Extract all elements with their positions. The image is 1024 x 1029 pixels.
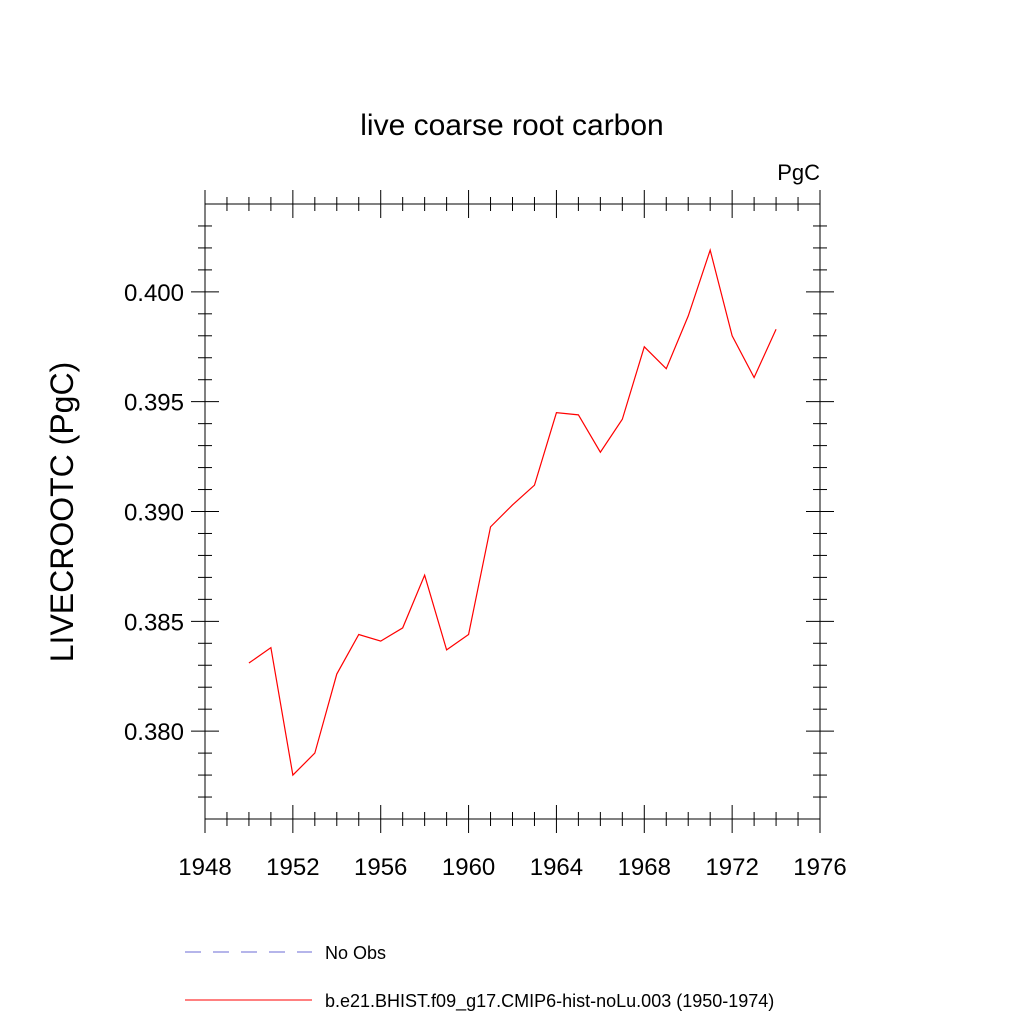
chart-title: live coarse root carbon <box>360 109 664 142</box>
units-label: PgC <box>777 160 820 185</box>
y-tick-label: 0.400 <box>124 280 184 307</box>
y-tick-label: 0.390 <box>124 500 184 527</box>
legend-label: b.e21.BHIST.f09_g17.CMIP6-hist-noLu.003 … <box>325 991 774 1012</box>
plot-frame <box>204 203 821 820</box>
x-tick-label: 1964 <box>530 854 583 881</box>
y-tick-label: 0.380 <box>124 719 184 746</box>
x-tick-label: 1952 <box>266 854 319 881</box>
x-tick-label: 1968 <box>618 854 671 881</box>
x-tick-label: 1976 <box>793 854 846 881</box>
x-tick-label: 1972 <box>705 854 758 881</box>
x-tick-label: 1960 <box>442 854 495 881</box>
legend: No Obs b.e21.BHIST.f09_g17.CMIP6-hist-noL… <box>185 943 774 1012</box>
x-tick-label: 1956 <box>354 854 407 881</box>
series-layer <box>248 248 777 777</box>
y-tick-label: 0.385 <box>124 609 184 636</box>
y-axis-label: LIVECROOTC (PgC) <box>44 362 80 662</box>
ticks-layer: 1948 1952 1956 1960 1964 1968 1972 1976 0.380 0.3… <box>124 190 847 881</box>
y-tick-label: 0.395 <box>124 390 184 417</box>
series-line <box>248 248 777 777</box>
legend-label: No Obs <box>325 943 386 963</box>
x-tick-label: 1948 <box>178 854 231 881</box>
